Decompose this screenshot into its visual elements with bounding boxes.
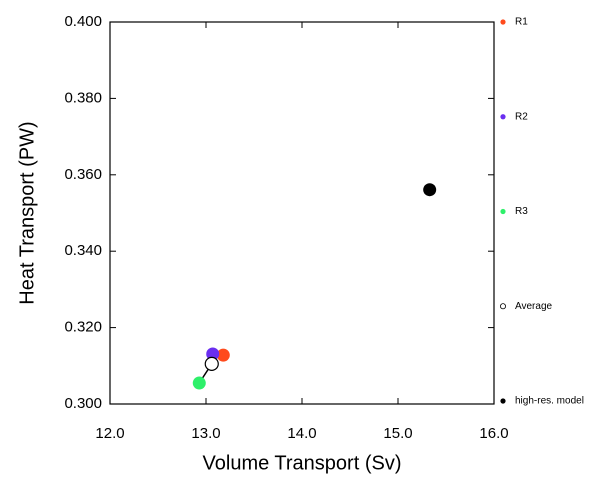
x-tick-label: 13.0 (191, 425, 220, 442)
legend-marker (499, 303, 506, 310)
legend-label: R2 (515, 111, 528, 122)
point (204, 356, 219, 371)
x-tick-label: 15.0 (383, 425, 412, 442)
x-tick-label: 16.0 (479, 425, 508, 442)
legend-marker (500, 398, 506, 404)
point (216, 348, 230, 362)
legend-marker (500, 114, 506, 120)
y-tick-label: 0.360 (64, 166, 102, 183)
legend-marker (500, 208, 506, 215)
y-axis-label: Heat Transport (PW) (16, 121, 38, 304)
x-tick-label: 12.0 (95, 425, 124, 442)
y-tick-label: 0.400 (64, 13, 102, 30)
y-tick-label: 0.320 (64, 319, 102, 336)
x-axis-label: Volume Transport (Sv) (203, 452, 402, 474)
y-tick-label: 0.340 (64, 242, 102, 259)
legend-label: R1 (515, 17, 528, 28)
x-tick-label: 14.0 (287, 425, 316, 442)
legend-label: Average (515, 301, 553, 312)
y-tick-label: 0.300 (64, 395, 102, 412)
point (423, 183, 437, 197)
y-tick-label: 0.380 (64, 89, 102, 106)
legend-marker (500, 19, 506, 25)
plot-frame (109, 21, 495, 405)
legend-label: R3 (515, 206, 528, 217)
point (192, 376, 206, 390)
legend-label: high-res. model (515, 396, 584, 407)
